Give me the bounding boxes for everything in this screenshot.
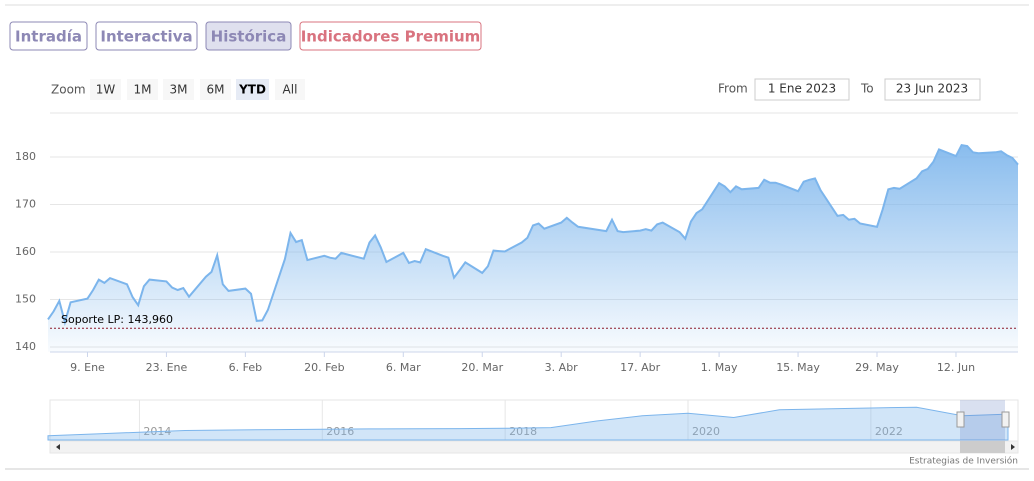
to-input[interactable] (884, 78, 981, 101)
x-tick-label: 9. Ene (70, 361, 105, 374)
price-line (47, 143, 1019, 327)
tab[interactable] (299, 21, 482, 51)
navigator-label: 2022 (875, 425, 903, 438)
tab[interactable] (205, 21, 292, 51)
y-tick-label: 170 (15, 198, 36, 211)
support-label: Soporte LP: 143,960 (61, 313, 173, 326)
x-tick-label: 20. Mar (461, 361, 503, 374)
zoom-button-label[interactable]: 1W (96, 83, 116, 97)
x-tick-label: 17. Abr (620, 361, 660, 374)
zoom-button-label[interactable]: 6M (207, 83, 225, 97)
tab[interactable] (9, 21, 88, 51)
x-tick-label: 20. Feb (304, 361, 344, 374)
y-tick-label: 150 (15, 293, 36, 306)
area-fill (48, 145, 1018, 352)
scroll-left[interactable] (56, 444, 60, 450)
navigator-label: 2016 (326, 425, 354, 438)
scrollbar-track (49, 440, 1019, 454)
y-tick-label: 180 (15, 150, 36, 163)
zoom-button[interactable] (163, 79, 194, 100)
from-value[interactable]: 1 Ene 2023 (768, 82, 836, 96)
zoom-label: Zoom (51, 83, 86, 97)
tab-label[interactable]: Intradía (15, 28, 82, 46)
x-tick-label: 3. Abr (545, 361, 578, 374)
navigator-selection[interactable] (960, 400, 1005, 441)
credit: Estrategias de Inversión (909, 456, 1018, 467)
y-tick-label: 140 (15, 340, 36, 353)
zoom-button[interactable] (275, 79, 305, 100)
to-label: To (860, 82, 874, 96)
tab-label[interactable]: Indicadores Premium (301, 28, 481, 46)
tab-label[interactable]: Histórica (211, 28, 287, 46)
y-tick-label: 160 (15, 245, 36, 258)
x-tick-label: 6. Mar (386, 361, 421, 374)
zoom-button[interactable] (200, 79, 231, 100)
x-tick-label: 29. May (855, 361, 899, 374)
tab[interactable] (95, 21, 198, 51)
x-tick-label: 23. Ene (146, 361, 188, 374)
x-tick-label: 1. May (701, 361, 738, 374)
zoom-button-label[interactable]: 3M (170, 83, 188, 97)
zoom-button-label[interactable]: 1M (134, 83, 152, 97)
navigator-label: 2020 (692, 425, 720, 438)
x-tick-label: 12. Jun (937, 361, 975, 374)
navigator-frame (49, 399, 1019, 442)
from-label: From (718, 82, 748, 96)
zoom-button[interactable] (127, 79, 158, 100)
scrollbar-thumb[interactable] (960, 441, 1005, 453)
tab-label[interactable]: Interactiva (100, 28, 192, 46)
x-tick-label: 6. Feb (229, 361, 262, 374)
scroll-right[interactable] (1011, 444, 1015, 450)
zoom-button-label[interactable]: YTD (238, 83, 266, 97)
from-input[interactable] (754, 78, 850, 101)
zoom-button-label[interactable]: All (283, 83, 298, 97)
zoom-button[interactable] (236, 79, 269, 100)
navigator-handle[interactable] (1001, 411, 1010, 428)
x-tick-label: 15. May (776, 361, 820, 374)
zoom-button[interactable] (90, 79, 121, 100)
navigator-handle[interactable] (956, 411, 965, 428)
to-value[interactable]: 23 Jun 2023 (896, 82, 968, 96)
